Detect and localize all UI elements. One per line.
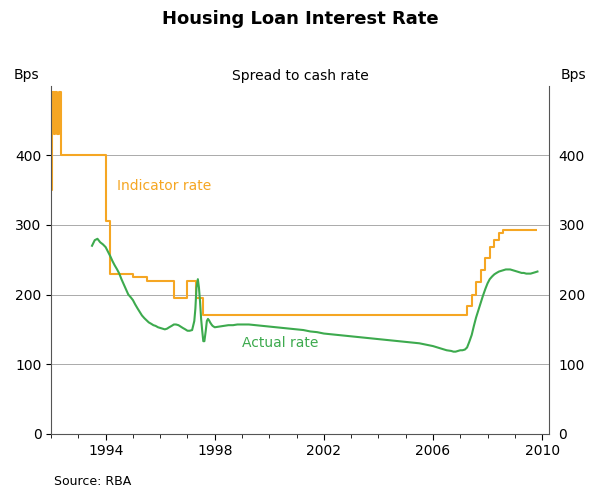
Text: Bps: Bps	[14, 68, 40, 82]
Text: Housing Loan Interest Rate: Housing Loan Interest Rate	[161, 10, 439, 28]
Text: Source: RBA: Source: RBA	[54, 475, 131, 488]
Title: Spread to cash rate: Spread to cash rate	[232, 69, 368, 83]
Text: Indicator rate: Indicator rate	[116, 179, 211, 193]
Text: Bps: Bps	[560, 68, 586, 82]
Text: Actual rate: Actual rate	[242, 336, 319, 350]
